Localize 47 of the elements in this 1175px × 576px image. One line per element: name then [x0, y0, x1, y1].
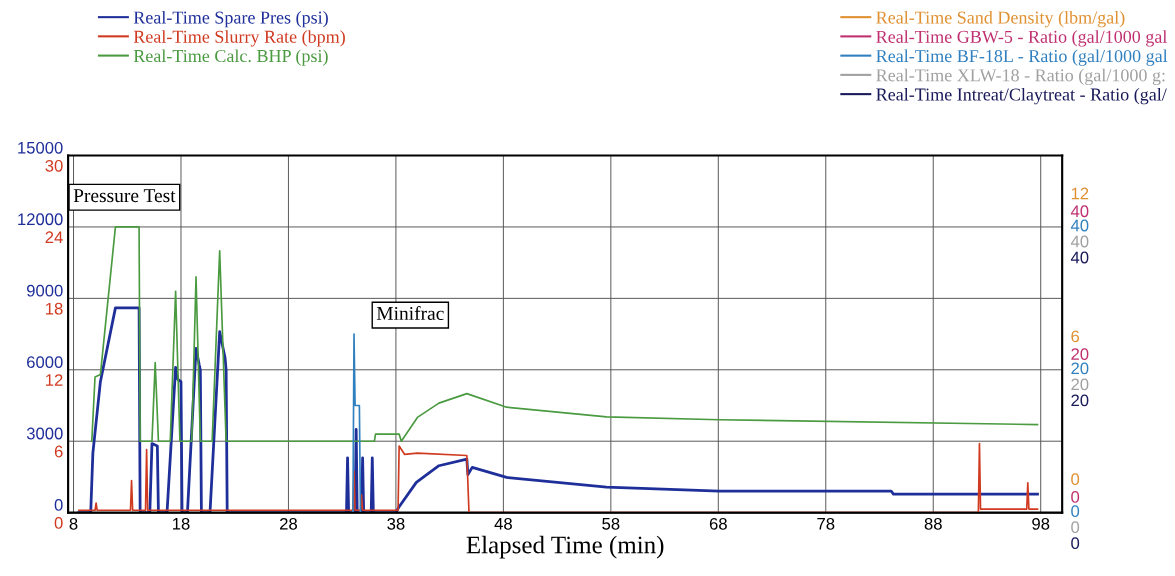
text: 0: [1071, 521, 1080, 534]
y2-tick-label: 12: [46, 374, 63, 386]
legend-label: Real-Time Intreat/Claytreat - Ratio (gal/: [876, 87, 1167, 105]
x-tick-label: 38: [387, 517, 405, 530]
text: 40: [1070, 235, 1089, 248]
x-tick-label: 48: [494, 517, 512, 530]
legend-label: Real-Time GBW-5 - Ratio (gal/1000 gal: [876, 30, 1167, 47]
y-tick-label: 6000: [27, 356, 63, 368]
annotation: Pressure Test: [73, 189, 176, 203]
text: 0: [1071, 537, 1080, 550]
y2-tick-label: 6: [54, 445, 63, 458]
x-tick-label: 78: [817, 517, 835, 530]
y-tick-label: 0: [54, 499, 63, 511]
x-tick-label: 18: [172, 517, 190, 530]
x-tick-label: 98: [1032, 517, 1050, 530]
text: 20: [1071, 362, 1089, 375]
y-tick-label: 12000: [18, 213, 63, 226]
legend-label: Real-Time Slurry Rate (bpm): [133, 30, 345, 47]
text: 0: [1071, 473, 1080, 486]
text: 12: [1071, 187, 1089, 200]
y2-tick-label: 30: [45, 159, 63, 172]
x-axis-title: Elapsed Time (min): [466, 535, 664, 559]
y-tick-label: 9000: [27, 284, 63, 297]
legend-label: Real-Time Calc. BHP (psi): [133, 49, 328, 66]
text: 40: [1070, 219, 1089, 232]
y-tick-label: 15000: [18, 141, 63, 154]
legend-label: Real-Time Sand Density (lbm/gal): [876, 10, 1125, 28]
legend-label: Real-Time BF-18L - Ratio (gal/1000 gal: [876, 49, 1168, 66]
x-tick-label: 58: [602, 517, 620, 530]
x-tick-label: 28: [280, 517, 297, 530]
text: 40: [1070, 251, 1089, 264]
x-tick-label: 8: [69, 517, 78, 530]
y2-tick-label: 18: [46, 302, 63, 315]
y3-tick-label: 0: [1071, 491, 1080, 503]
annotation: Minifrac: [376, 306, 444, 320]
y3-tick-label: 20: [1071, 348, 1089, 360]
text: 0: [1071, 505, 1080, 518]
text: 20: [1071, 378, 1089, 391]
text: 6: [1071, 330, 1080, 343]
y2-tick-label: 24: [45, 231, 63, 243]
legend-label: Real-Time Spare Pres (psi): [133, 10, 328, 28]
text: 20: [1071, 394, 1089, 407]
legend-label: Real-Time XLW-18 - Ratio (gal/1000 g:: [876, 68, 1165, 86]
x-tick-label: 68: [709, 517, 727, 530]
y3-tick-label: 40: [1070, 205, 1089, 218]
x-tick-label: 88: [924, 517, 942, 530]
y-tick-label: 3000: [26, 427, 63, 440]
